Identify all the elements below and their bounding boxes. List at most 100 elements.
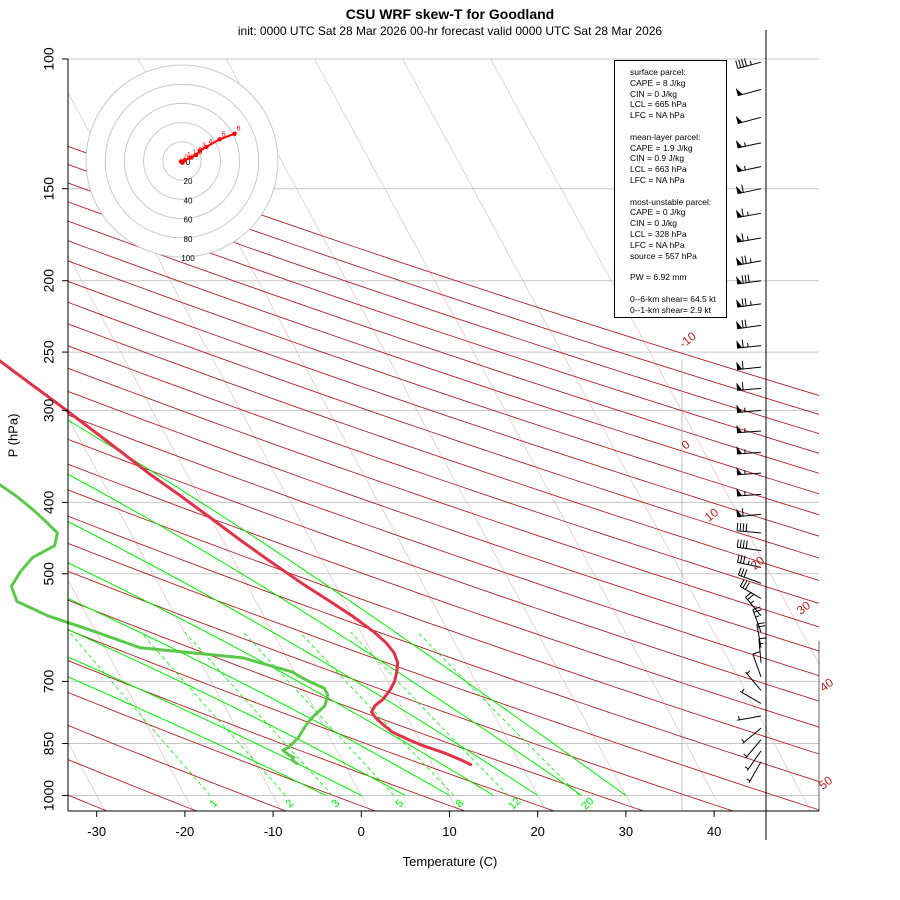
wind-barb-pennant — [735, 185, 743, 194]
wind-barb — [735, 233, 762, 243]
x-tick-label: -30 — [87, 824, 106, 839]
moist-adiabat — [68, 597, 450, 796]
moist-adiabat — [68, 521, 538, 796]
wind-barb — [736, 488, 762, 497]
dry-adiabat — [68, 629, 555, 811]
hodograph-point-label: 2 — [198, 147, 202, 154]
wind-barb — [735, 163, 762, 173]
shear-0-6km: 0--6-km shear= 64.5 kt — [630, 293, 716, 304]
wind-barb-flag — [737, 567, 742, 576]
temperature-profile — [0, 359, 473, 767]
wind-barb-flag — [741, 275, 744, 284]
wind-barb — [745, 591, 762, 617]
dry-adiabat — [68, 438, 819, 702]
wind-barb — [744, 750, 762, 771]
wind-barb-flag — [752, 606, 761, 611]
wind-barb-staff — [752, 609, 762, 633]
hodograph-ring-label: 20 — [184, 177, 193, 186]
mixing-ratio-label: 12 — [506, 795, 523, 812]
x-axis-label: Temperature (C) — [402, 854, 498, 869]
wind-barb-half-flag — [741, 688, 745, 693]
dewpoint-profile — [0, 482, 330, 766]
hodograph-point-label: 6 — [237, 126, 241, 133]
wind-barb — [736, 446, 762, 455]
isotherm-label: 20 — [748, 553, 767, 572]
wind-barb-pennant — [736, 466, 743, 475]
wind-barb — [736, 297, 762, 308]
hodograph-point — [197, 148, 203, 153]
hodograph-ring-label: 40 — [184, 196, 193, 205]
isotherm-label: 40 — [817, 675, 836, 694]
wind-barb-flag — [739, 523, 742, 532]
dry-adiabat — [68, 145, 819, 396]
pressure-tick-label: 300 — [41, 399, 57, 423]
mixing-ratio-line — [417, 631, 580, 796]
wind-barb-pennant — [736, 320, 743, 329]
surface-parcel-header: surface parcel: — [630, 67, 686, 77]
hodograph-point-label: 0.5 — [184, 155, 194, 162]
wind-barb-staff — [745, 596, 762, 617]
pressure-tick-label: 250 — [41, 340, 57, 364]
hodograph-point — [232, 131, 237, 136]
wind-barb — [736, 466, 762, 476]
most-unstable-cin: CIN = 0 J/kg — [630, 218, 678, 229]
most-unstable-source: source = 557 hPa — [630, 250, 697, 261]
most-unstable-lfc: LFC = NA hPa — [630, 239, 685, 250]
dry-adiabat — [68, 182, 819, 435]
wind-barb-staff — [737, 530, 762, 534]
wind-barb-flag — [739, 555, 743, 564]
wind-barb-half-flag — [744, 165, 746, 171]
x-tick-label: 20 — [530, 824, 544, 839]
wind-barb-pennant — [736, 446, 743, 454]
pressure-tick-label: 500 — [41, 562, 57, 586]
wind-barb-flag — [745, 591, 753, 598]
moist-adiabat — [68, 562, 494, 796]
wind-barb-staff — [737, 451, 762, 455]
wind-barb — [735, 184, 762, 195]
hodograph-point — [217, 137, 222, 142]
wind-barb-flag — [741, 58, 745, 67]
wind-barb-staff — [737, 61, 762, 69]
hodograph-ring — [162, 141, 202, 181]
dry-adiabat — [68, 660, 466, 811]
wind-barb-flag — [744, 274, 747, 283]
wind-barb-staff — [739, 691, 762, 704]
y-axis-label: P (hPa) — [5, 413, 21, 458]
chart-title: CSU WRF skew-T for Goodland — [345, 6, 555, 22]
wind-barb-flag — [741, 184, 744, 193]
dry-adiabat — [68, 390, 819, 652]
wind-barb-pennant — [736, 382, 743, 391]
wind-barb-half-flag — [738, 715, 740, 720]
wind-barb-pennant — [736, 488, 743, 496]
moist-adiabat — [68, 628, 406, 796]
parcel-stats-box: surface parcel: CAPE = 8 J/kg CIN = 0 J/… — [614, 60, 727, 318]
mixing-ratio-label: 20 — [579, 795, 596, 812]
wind-barb — [743, 739, 762, 759]
most-unstable-lcl: LCL = 328 hPa — [630, 228, 687, 239]
wind-barb-half-flag — [750, 301, 752, 306]
wind-barb — [736, 339, 762, 349]
wind-barb-flag — [747, 274, 750, 283]
pressure-tick-label: 700 — [41, 670, 57, 694]
mixing-ratio-label: 5 — [393, 797, 406, 810]
wind-barb-half-flag — [750, 600, 755, 604]
wind-barb — [736, 319, 762, 330]
wind-barb-half-flag — [746, 670, 751, 674]
dry-adiabat — [68, 280, 819, 537]
dry-adiabats — [68, 145, 819, 811]
wind-barb-flag — [752, 651, 761, 655]
wind-barb-flag — [742, 580, 748, 589]
wind-barb-half-flag — [755, 615, 760, 618]
chart-subtitle: init: 0000 UTC Sat 28 Mar 2026 00-hr for… — [237, 24, 663, 38]
mean-layer-lcl: LCL = 663 hPa — [630, 164, 687, 175]
dry-adiabat — [68, 515, 819, 782]
wind-barb-pennant — [735, 115, 743, 124]
x-tick-label: 10 — [442, 824, 456, 839]
dry-adiabat — [68, 220, 819, 474]
wind-barb — [736, 360, 762, 371]
wind-barb-flag — [741, 256, 744, 265]
mixing-ratio-label: 2 — [283, 797, 296, 810]
surface-lfc: LFC = NA hPa — [630, 110, 685, 121]
wind-barb — [758, 637, 767, 663]
